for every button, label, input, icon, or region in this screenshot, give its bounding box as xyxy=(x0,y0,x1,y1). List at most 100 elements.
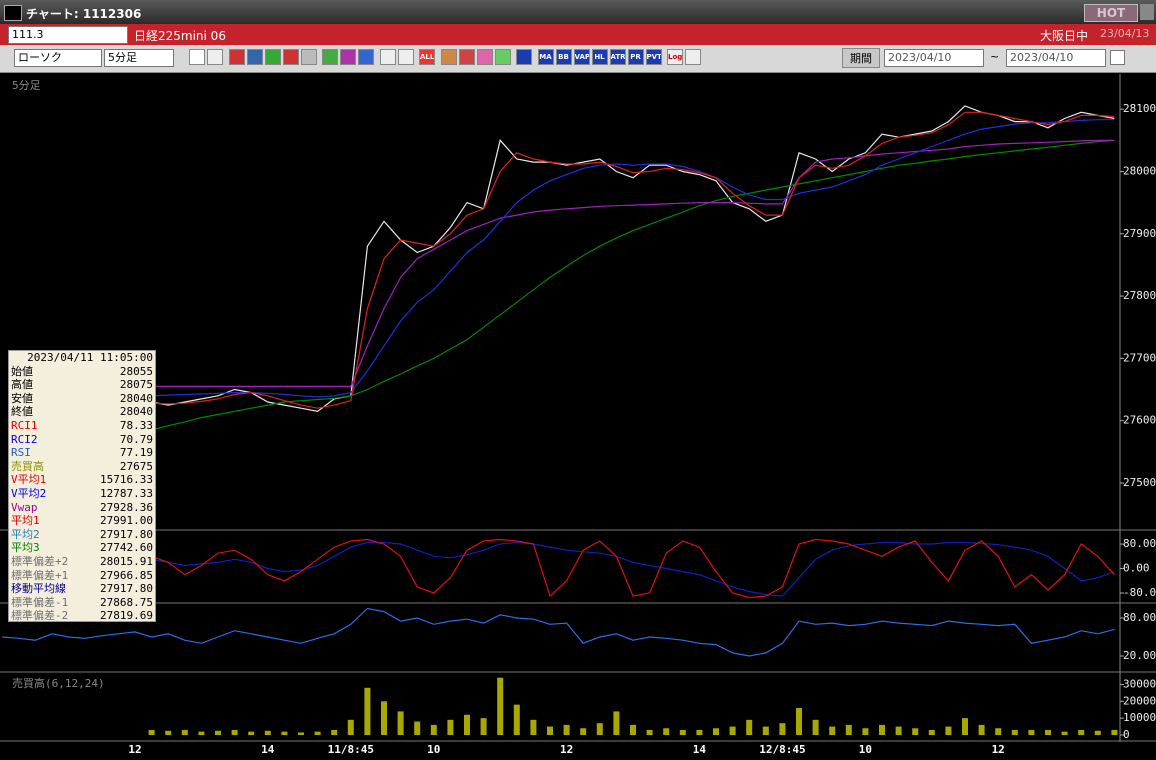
info-row: 終値 28040 xyxy=(9,405,155,419)
info-label: 終値 xyxy=(11,405,33,419)
volume-bar xyxy=(912,728,919,735)
icon[interactable] xyxy=(685,49,701,65)
icon-bb[interactable]: BB xyxy=(555,49,572,65)
close-button[interactable] xyxy=(1140,4,1154,20)
icon[interactable] xyxy=(246,49,263,65)
icon[interactable] xyxy=(322,49,338,65)
info-label: V平均1 xyxy=(11,473,47,487)
icon[interactable] xyxy=(458,49,475,65)
period-button[interactable]: 期間 xyxy=(842,48,880,68)
icon-hl[interactable]: HL xyxy=(591,49,608,65)
icon-atr[interactable]: ATR xyxy=(609,49,626,65)
info-value: 27868.75 xyxy=(100,595,153,609)
x-tick-label: 10 xyxy=(427,743,440,756)
icon-pr[interactable]: PR xyxy=(627,49,644,65)
icon[interactable] xyxy=(340,49,356,65)
icon[interactable] xyxy=(228,49,245,65)
info-value: 70.79 xyxy=(119,432,153,446)
date: 23/04/13 xyxy=(1100,27,1150,40)
y-tick-label: 27900 xyxy=(1123,227,1156,240)
x-tick-label: 11/8:45 xyxy=(328,743,374,756)
info-row: 平均2 27917.80 xyxy=(9,528,155,542)
icon-ma[interactable]: MA xyxy=(537,49,554,65)
info-row: RCI1 78.33 xyxy=(9,419,155,433)
to-date[interactable]: 2023/04/10 xyxy=(1006,49,1106,67)
volume-bar xyxy=(829,726,836,735)
hot-button[interactable]: HOT xyxy=(1084,4,1138,22)
pane-title: 売買高(6,12,24) xyxy=(12,676,105,690)
icon-log[interactable]: Log xyxy=(667,49,683,65)
checkbox[interactable] xyxy=(1110,50,1125,65)
info-label: 標準偏差+1 xyxy=(11,568,69,582)
from-date[interactable]: 2023/04/10 xyxy=(884,49,984,67)
info-label: 売買高 xyxy=(11,459,44,473)
volume-bar xyxy=(281,731,288,735)
volume-bar xyxy=(596,723,603,735)
series-line xyxy=(151,139,1115,387)
volume-bar xyxy=(264,730,271,735)
volume-bar xyxy=(215,730,221,735)
volume-bar xyxy=(713,728,719,735)
info-value: 27991.00 xyxy=(100,514,153,528)
volume-bar xyxy=(995,728,1002,735)
series-line xyxy=(151,111,1115,409)
volume-bar xyxy=(430,724,437,735)
volume-bar xyxy=(862,728,869,735)
symbol-name: 日経225mini 06 xyxy=(134,29,226,43)
tilde: ~ xyxy=(990,50,1000,63)
code-input[interactable]: 111.3 xyxy=(8,26,128,44)
icon[interactable] xyxy=(358,49,374,65)
info-value: 27675 xyxy=(119,459,153,473)
volume-bar xyxy=(513,704,520,735)
volume-bar xyxy=(1061,731,1068,735)
icon[interactable] xyxy=(379,49,396,65)
volume-bar xyxy=(364,687,371,735)
volume-bar xyxy=(812,719,819,735)
volume-bar xyxy=(796,708,802,735)
volume-bar xyxy=(331,729,338,735)
volume-bar xyxy=(414,721,421,735)
x-tick-label: 14 xyxy=(261,743,275,756)
info-row: 標準偏差-2 27819.69 xyxy=(9,609,155,623)
chart-kind-select[interactable]: ローソク xyxy=(14,49,102,67)
interval-select[interactable]: 5分足 xyxy=(104,49,174,67)
icon[interactable] xyxy=(264,49,281,65)
icon[interactable] xyxy=(397,49,414,65)
icon[interactable] xyxy=(494,49,511,65)
info-panel: 2023/04/11 11:05:00 始値 28055 高値 28075 安値 2804… xyxy=(8,350,156,622)
volume-bar xyxy=(1011,729,1018,735)
icon[interactable] xyxy=(189,49,205,65)
icon[interactable] xyxy=(516,49,532,65)
volume-bar xyxy=(580,728,587,735)
icon[interactable] xyxy=(207,49,223,65)
info-value: 77.19 xyxy=(119,446,153,460)
info-value: 27742.60 xyxy=(100,541,153,555)
icon-pvt[interactable]: PVT xyxy=(645,49,662,65)
volume-bar xyxy=(845,724,852,735)
series-line xyxy=(151,538,1115,599)
volume-bar xyxy=(696,729,703,735)
volume-bar xyxy=(928,729,935,735)
info-datetime: 2023/04/11 11:05:00 xyxy=(27,351,153,364)
info-row: RSI 77.19 xyxy=(9,446,155,460)
icon[interactable] xyxy=(440,49,457,65)
volume-bar xyxy=(480,718,487,735)
icon[interactable] xyxy=(300,49,317,65)
info-row: Vwap 27928.36 xyxy=(9,501,155,515)
x-tick-label: 10 xyxy=(859,743,872,756)
icon[interactable] xyxy=(476,49,493,65)
y-tick-label: 80.00 xyxy=(1123,537,1156,550)
info-label: Vwap xyxy=(11,500,38,514)
icon-all[interactable]: ALL xyxy=(419,49,435,65)
y-tick-label: 27600 xyxy=(1123,414,1156,427)
icon-vap[interactable]: VAP xyxy=(573,49,590,65)
y-tick-label: 30000 xyxy=(1123,677,1156,690)
icon-row: ALL MA BB VAP HL ATR PR PVT Log xyxy=(188,49,702,65)
info-row: V平均2 12787.33 xyxy=(9,487,155,501)
volume-bar xyxy=(198,731,205,735)
icon[interactable] xyxy=(282,49,299,65)
volume-bar xyxy=(381,701,387,735)
volume-bar xyxy=(231,729,238,735)
